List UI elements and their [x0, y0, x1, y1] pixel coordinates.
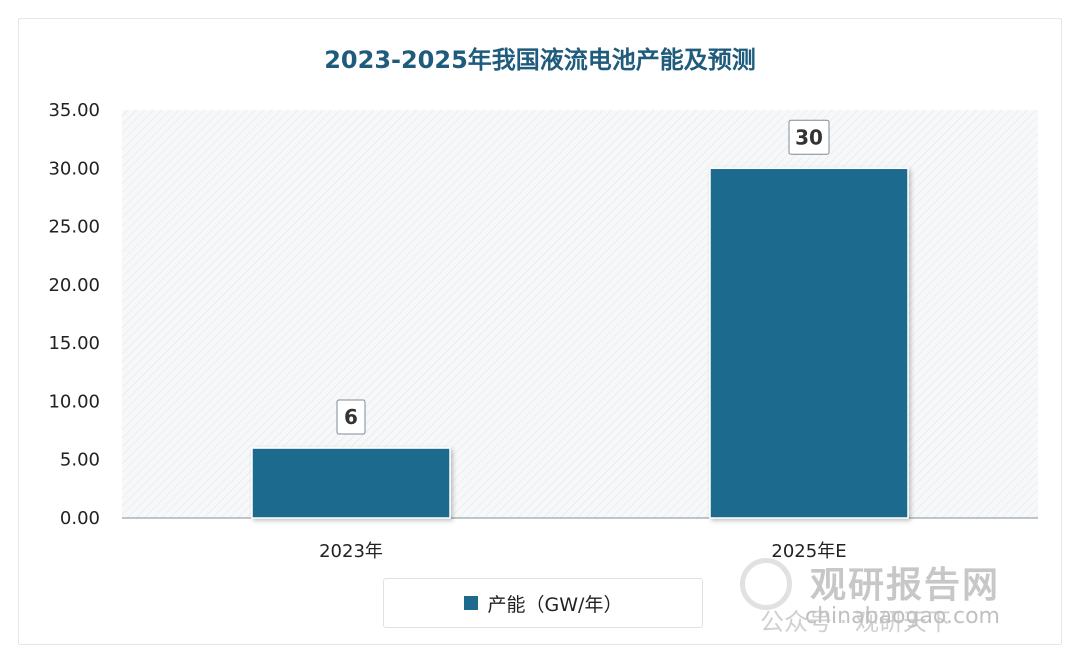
data-label-box — [336, 399, 366, 435]
y-tick-label: 20.00 — [48, 275, 100, 296]
y-tick-label: 0.00 — [60, 508, 100, 529]
data-label-box — [788, 119, 830, 155]
category-label: 2025年E — [771, 541, 846, 562]
legend-label: 产能（GW/年） — [487, 593, 623, 616]
watermark-brand: 观研报告网 — [810, 565, 1001, 606]
legend: 产能（GW/年） — [383, 578, 703, 628]
y-tick-label: 30.00 — [48, 158, 100, 179]
y-tick-label: 35.00 — [48, 100, 100, 121]
data-label: 6 — [344, 405, 358, 429]
watermark-site: chinabaogao.com — [805, 604, 1000, 629]
category-label: 2023年 — [319, 541, 383, 562]
chart-title: 2023-2025年我国液流电池产能及预测 — [324, 46, 756, 74]
y-tick-label: 10.00 — [48, 391, 100, 412]
y-tick-label: 15.00 — [48, 333, 100, 354]
data-label: 30 — [795, 125, 823, 149]
y-tick-label: 5.00 — [60, 450, 100, 471]
bar — [709, 167, 909, 519]
bar — [251, 447, 451, 519]
watermark-overlay: 公众号 · 观研天下 — [760, 608, 951, 636]
legend-swatch — [463, 596, 478, 610]
watermark-logo-icon — [740, 558, 792, 610]
y-tick-label: 25.00 — [48, 217, 100, 238]
watermark: 观研报告网 公众号 · 观研天下 chinabaogao.com — [730, 552, 1050, 642]
